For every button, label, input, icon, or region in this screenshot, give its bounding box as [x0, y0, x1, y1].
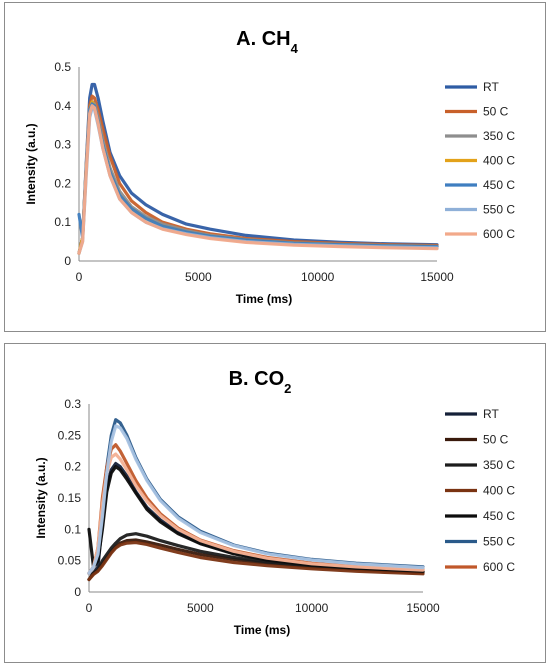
b-title-subscript: 2	[284, 381, 291, 396]
a-series-line-600-c	[77, 104, 439, 255]
b-legend-label: 350 C	[483, 458, 515, 472]
b-plot-area	[87, 418, 425, 582]
a-legend-label: 400 C	[483, 154, 515, 168]
b-legend-label: RT	[483, 407, 499, 421]
a-series-line-350-c	[77, 100, 439, 255]
a-y-tick-label: 0.1	[54, 215, 71, 229]
panel-a-ch4: A. CH4 0 0.1 0.2 0.3 0.4 0.5 0 5000 10000 15000 Tim…	[4, 2, 546, 332]
b-series-line-unlabeled-8	[87, 424, 425, 575]
b-series-line-unlabeled-7	[87, 452, 425, 575]
a-x-tick-label: 0	[76, 270, 83, 284]
a-legend-label: 450 C	[483, 178, 515, 192]
a-title-main: A. CH	[236, 28, 290, 50]
a-series-line-50-c	[77, 94, 439, 255]
a-plot-area	[77, 82, 439, 255]
b-legend-label: 600 C	[483, 560, 515, 574]
a-y-tick-label: 0	[64, 254, 71, 268]
b-chart-title: B. CO2	[229, 368, 292, 396]
a-legend-label: 600 C	[483, 227, 515, 241]
a-y-tick-label: 0.3	[54, 138, 71, 152]
a-series-line-450-c	[77, 102, 439, 249]
b-x-tick-label: 15000	[406, 601, 440, 615]
b-legend-label: 400 C	[483, 484, 515, 498]
a-series-line-rt	[77, 82, 439, 255]
a-series-line-400-c	[77, 100, 439, 255]
b-x-tick-label: 5000	[187, 601, 214, 615]
b-legend-label: 50 C	[483, 433, 509, 447]
panel-b-co2: B. CO2 0 0.05 0.1 0.15 0.2 0.25 0.3 0 5000 10000 15…	[4, 343, 546, 663]
a-y-tick-label: 0.2	[54, 176, 71, 190]
a-y-tick-label: 0.4	[54, 99, 71, 113]
b-series-line-400-c	[87, 540, 425, 582]
a-x-tick-label: 5000	[185, 270, 212, 284]
b-x-axis-title: Time (ms)	[234, 623, 290, 637]
a-series-line-550-c	[77, 106, 439, 255]
a-x-tick-label: 10000	[301, 270, 335, 284]
b-y-tick-label: 0.25	[58, 428, 82, 442]
a-chart-title: A. CH4	[236, 28, 298, 56]
b-y-tick-label: 0	[74, 585, 81, 599]
b-series-line-350-c	[87, 532, 425, 582]
a-legend-label: 350 C	[483, 129, 515, 143]
b-legend-label: 550 C	[483, 535, 515, 549]
b-y-tick-label: 0.3	[64, 397, 81, 411]
a-title-subscript: 4	[291, 41, 299, 56]
a-y-tick-label: 0.5	[54, 60, 71, 74]
b-title-main: B. CO	[229, 368, 285, 390]
chart-b-svg: B. CO2 0 0.05 0.1 0.15 0.2 0.25 0.3 0 5000 10000 15…	[34, 368, 515, 637]
b-y-tick-label: 0.15	[58, 491, 82, 505]
a-legend-label: 50 C	[483, 105, 509, 119]
b-y-tick-label: 0.1	[64, 522, 81, 536]
a-legend-label: 550 C	[483, 203, 515, 217]
a-y-axis-title: Intensity (a.u.)	[24, 123, 38, 204]
a-x-tick-label: 15000	[420, 270, 454, 284]
b-y-tick-label: 0.05	[58, 554, 82, 568]
chart-a-svg: A. CH4 0 0.1 0.2 0.3 0.4 0.5 0 5000 10000 15000 Tim…	[24, 28, 515, 306]
a-legend-label: RT	[483, 80, 499, 94]
b-x-tick-label: 10000	[295, 601, 329, 615]
b-y-tick-label: 0.2	[64, 460, 81, 474]
b-x-tick-label: 0	[86, 601, 93, 615]
b-y-axis-title: Intensity (a.u.)	[34, 457, 48, 538]
a-x-axis-title: Time (ms)	[236, 292, 292, 306]
b-legend-label: 450 C	[483, 509, 515, 523]
